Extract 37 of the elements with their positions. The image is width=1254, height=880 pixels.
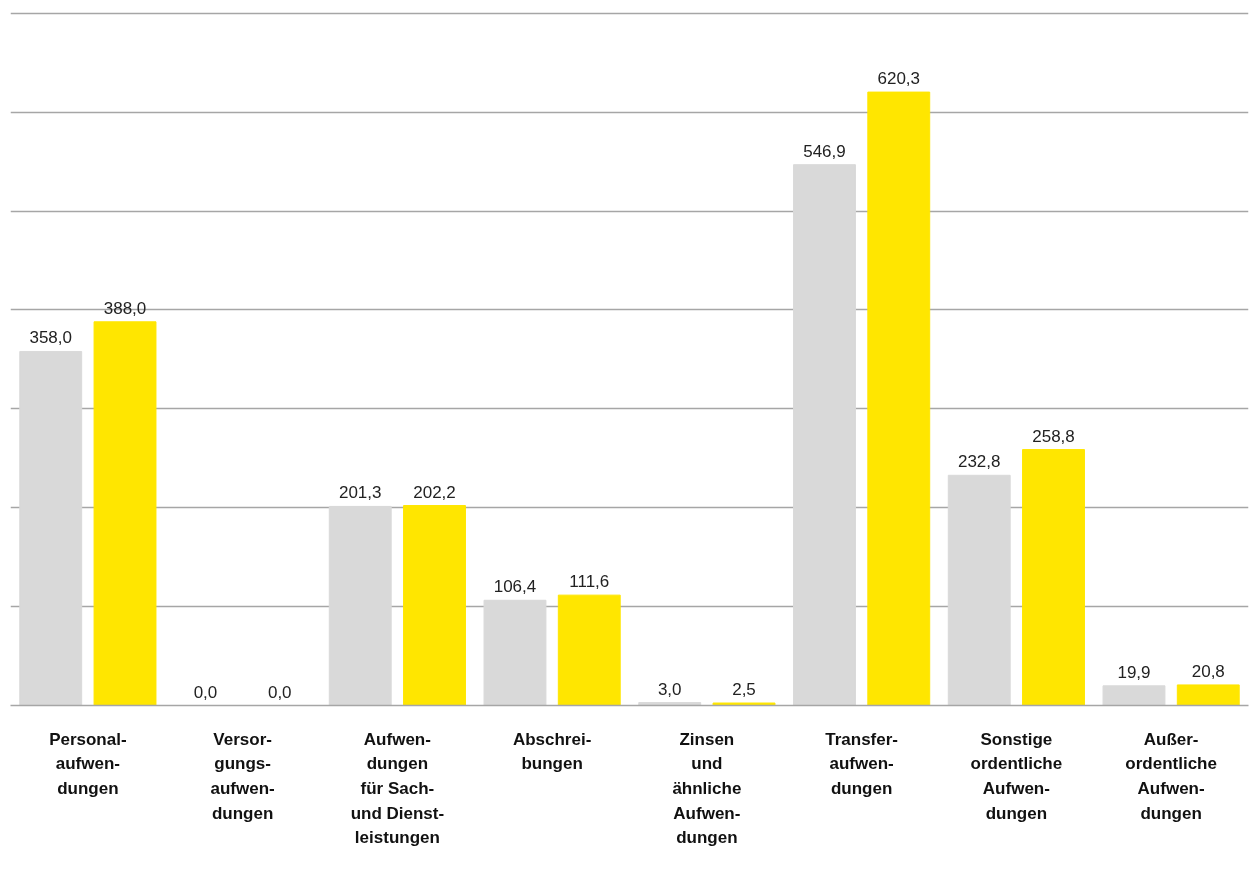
data-label: 202,2: [413, 482, 456, 502]
data-label: 201,3: [338, 483, 382, 503]
bar: [93, 321, 157, 706]
data-label: 106,4: [493, 577, 537, 597]
x-tick-label: Aufwen- dungen für Sach- und Dienst- leistungen: [350, 729, 445, 848]
bar: [712, 702, 776, 706]
x-tick-label: Abschrei- bungen: [512, 729, 592, 774]
data-label: 0,0: [193, 682, 218, 702]
bar: [557, 594, 621, 706]
data-label: 111,6: [569, 572, 610, 592]
bar: [19, 350, 83, 706]
bar: [403, 505, 466, 706]
x-tick-label: Sonstige ordentliche Aufwen- dungen: [970, 729, 1063, 823]
data-label: 3,0: [657, 679, 682, 699]
x-tick-label: Versor- gungs- aufwen- dungen: [210, 729, 275, 823]
x-tick-label: Außer- ordentliche Aufwen- dungen: [1125, 729, 1217, 823]
bar: [947, 474, 1011, 706]
data-label: 2,5: [732, 680, 756, 700]
data-label: 388,0: [103, 298, 147, 318]
bar: [1102, 685, 1166, 706]
x-tick-label: Zinsen und ähnliche Aufwen- dungen: [672, 729, 742, 848]
x-tick-label: Transfer- aufwen- dungen: [825, 729, 898, 798]
data-label: 620,3: [877, 69, 921, 89]
data-label: 0,0: [267, 682, 292, 702]
data-label: 232,8: [957, 452, 1001, 472]
bar: [483, 599, 547, 706]
data-label: 258,8: [1032, 426, 1075, 446]
bar: [867, 91, 931, 706]
data-label: 358,0: [29, 328, 73, 348]
x-tick-label: Personal- aufwen- dungen: [49, 729, 127, 798]
bar: [1022, 449, 1085, 706]
data-label: 546,9: [803, 141, 846, 161]
bar: [328, 505, 392, 706]
data-label: 19,9: [1117, 662, 1151, 682]
bar: [793, 164, 856, 706]
data-label: 20,8: [1191, 661, 1225, 681]
bar: [1176, 684, 1240, 706]
